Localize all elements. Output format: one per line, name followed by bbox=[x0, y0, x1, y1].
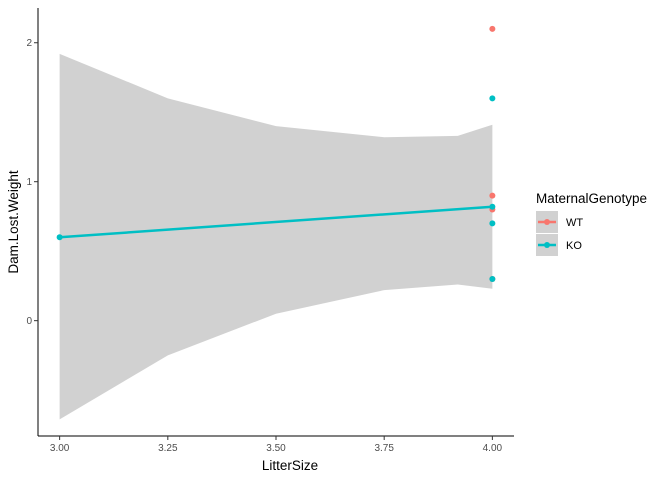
legend-label-wt: WT bbox=[566, 217, 583, 229]
x-tick-label: 3.50 bbox=[266, 443, 286, 454]
data-point-ko bbox=[489, 95, 496, 102]
legend: MaternalGenotype WT KO bbox=[536, 191, 647, 256]
legend-key-point-wt bbox=[544, 219, 550, 225]
x-tick-label: 4.00 bbox=[483, 443, 503, 454]
y-tick-label: 1 bbox=[26, 177, 32, 188]
x-tick-label: 3.25 bbox=[158, 443, 178, 454]
x-axis-title: LitterSize bbox=[262, 458, 318, 473]
x-tick-label: 3.75 bbox=[374, 443, 394, 454]
confidence-ribbon-ko bbox=[59, 53, 493, 420]
plot-panel bbox=[56, 25, 496, 420]
data-point-wt bbox=[489, 192, 496, 199]
y-axis-title: Dam.Lost.Weight bbox=[6, 170, 21, 274]
fit-line-ko bbox=[59, 205, 493, 239]
legend-label-ko: KO bbox=[566, 240, 582, 252]
y-tick-label: 2 bbox=[26, 38, 32, 49]
data-point-wt bbox=[489, 25, 496, 32]
axes: 3.00 3.25 3.50 3.75 4.00 0 1 2 bbox=[26, 8, 514, 454]
y-tick-label: 0 bbox=[26, 316, 32, 327]
data-point-ko bbox=[489, 220, 496, 227]
data-point-ko bbox=[489, 275, 496, 282]
legend-title: MaternalGenotype bbox=[536, 191, 647, 206]
legend-key-point-ko bbox=[544, 242, 550, 248]
x-tick-label: 3.00 bbox=[50, 443, 70, 454]
